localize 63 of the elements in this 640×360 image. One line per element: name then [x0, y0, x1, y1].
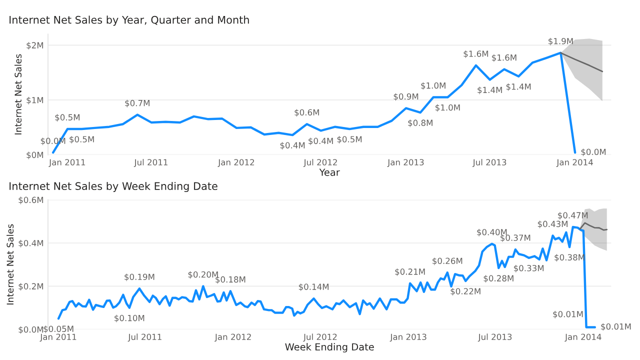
- data-label: $1.6M: [492, 54, 516, 62]
- data-label: $1.9M: [548, 38, 573, 46]
- x-tick-label: Jul 2013: [478, 334, 512, 342]
- data-label: $1.6M: [464, 50, 488, 58]
- data-label: $0.10M: [114, 314, 144, 322]
- data-label: $0.43M: [538, 220, 568, 228]
- x-tick-label: Jan 2012: [218, 159, 254, 167]
- data-label: $0.9M: [394, 93, 418, 101]
- data-label: $0.21M: [395, 268, 425, 276]
- chart-title: Internet Net Sales by Year, Quarter and Month: [10, 16, 249, 26]
- y-tick-label: $0.0M: [18, 326, 44, 334]
- y-tick-label: $0.4M: [18, 240, 44, 248]
- data-label: $0.8M: [408, 120, 432, 128]
- data-label: $1.4M: [478, 86, 502, 94]
- y-tick-label: $0.6M: [18, 196, 44, 204]
- data-label: $0.05M: [44, 326, 74, 334]
- data-label: $0.01M: [553, 310, 583, 318]
- y-axis-title: Internet Net Sales: [14, 54, 22, 134]
- data-label: $0.18M: [216, 276, 246, 284]
- line-series: [560, 52, 604, 72]
- data-label: $0.4M: [280, 142, 305, 150]
- x-tick-label: Jul 2013: [472, 158, 506, 167]
- y-tick-label: $1M: [26, 96, 44, 104]
- data-label: $0.5M: [337, 136, 362, 144]
- data-label: $0.20M: [188, 271, 218, 279]
- line-series: [579, 222, 608, 231]
- data-label: $0.26M: [432, 258, 462, 266]
- data-label: $0.47M: [558, 212, 588, 220]
- y-axis-title: Internet Net Sales: [6, 224, 14, 304]
- x-axis-title: Year: [319, 168, 340, 176]
- x-tick-label: Jul 2011: [128, 334, 162, 342]
- data-label: $1.0M: [436, 104, 460, 112]
- x-tick-label: Jul 2012: [303, 158, 337, 167]
- x-tick-label: Jan 2013: [387, 159, 424, 167]
- data-label: $0.14M: [298, 284, 329, 292]
- x-tick-label: Jan 2012: [214, 334, 251, 342]
- data-label: $0.5M: [55, 114, 80, 122]
- x-tick-label: Jan 2014: [564, 334, 602, 342]
- data-label: $0.37M: [500, 234, 530, 242]
- x-tick-label: Jan 2011: [40, 334, 76, 342]
- data-label: $1.0M: [421, 82, 446, 90]
- data-label: $0.5M: [70, 136, 94, 144]
- data-label: $0.40M: [477, 228, 507, 236]
- chart-title: Internet Net Sales by Week Ending Date: [10, 182, 218, 192]
- data-label: $0.4M: [308, 138, 333, 146]
- x-tick-label: Jan 2014: [556, 159, 593, 167]
- x-tick-label: Jul 2011: [134, 158, 168, 167]
- y-tick-label: $0.2M: [18, 283, 44, 291]
- data-label: $0.28M: [484, 275, 514, 283]
- data-label: $0.19M: [124, 274, 154, 282]
- y-tick-label: $2M: [26, 42, 44, 50]
- data-label: $0.6M: [294, 109, 319, 117]
- data-label: $0.33M: [514, 264, 544, 272]
- data-label: $1.4M: [506, 83, 531, 91]
- x-tick-label: Jul 2012: [303, 334, 337, 342]
- x-axis-title: Week Ending Date: [285, 343, 374, 352]
- data-label: $0.7M: [125, 100, 150, 108]
- data-label: $0.22M: [450, 288, 480, 296]
- data-label: $0.0M: [581, 148, 606, 156]
- y-tick-label: $0M: [26, 152, 44, 160]
- x-tick-label: Jan 2013: [390, 334, 426, 342]
- x-tick-label: Jan 2011: [48, 159, 86, 167]
- data-label: $0.01M: [601, 323, 631, 331]
